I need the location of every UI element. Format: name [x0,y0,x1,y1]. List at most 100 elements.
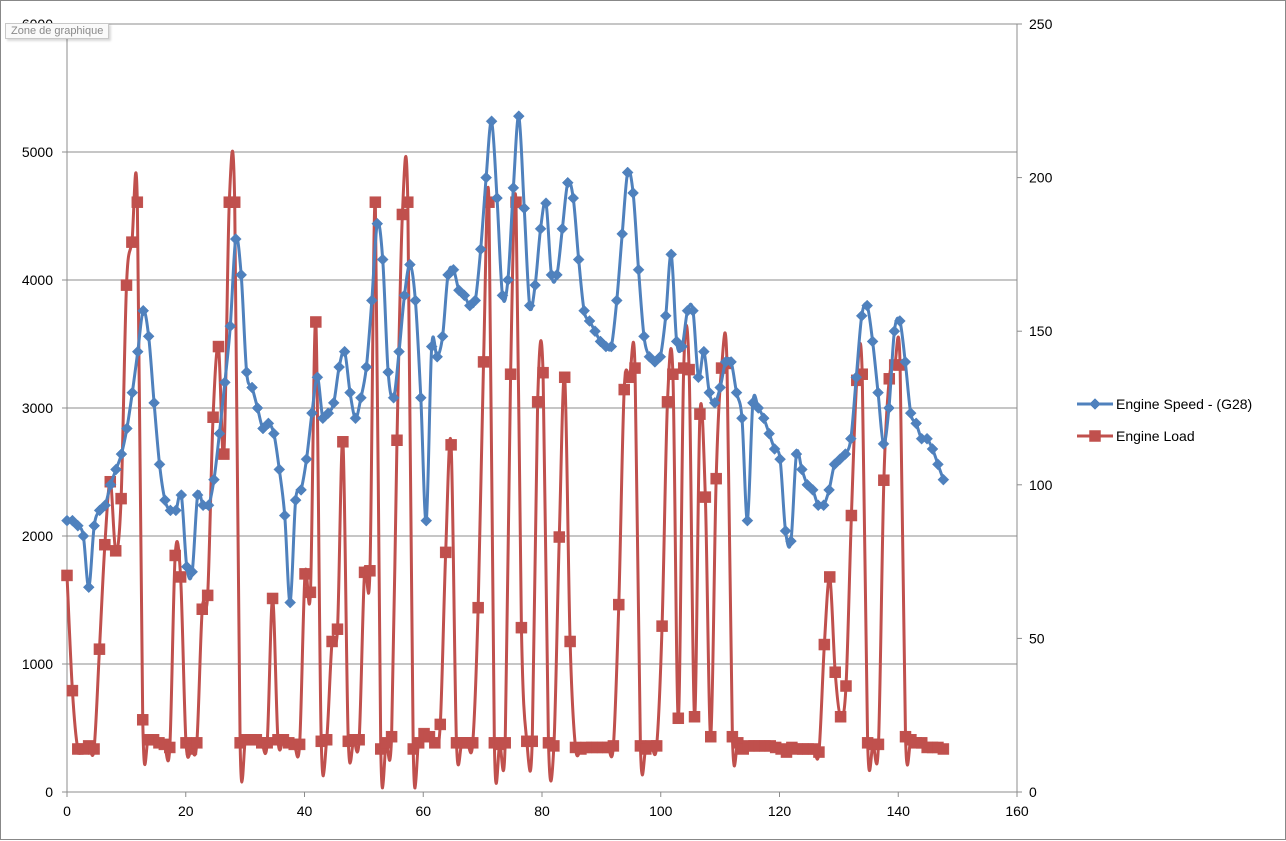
data-point [687,304,699,317]
y-left-tick-label: 4000 [22,272,53,288]
data-point [485,115,498,128]
data-point [710,472,722,485]
x-tick-label: 0 [63,803,71,819]
data-point [610,294,623,307]
data-point [558,371,571,384]
data-point [385,730,398,743]
data-point [360,361,373,373]
legend-item: Engine Speed - (G28) [1077,396,1252,412]
data-point [618,383,630,396]
data-point [311,371,324,384]
data-point [654,350,667,363]
data-point [845,509,858,522]
data-point [861,299,874,312]
data-point [553,531,566,543]
data-point [434,718,447,731]
data-point [502,274,514,286]
data-point [104,478,117,491]
data-point [683,363,695,376]
y-right-tick-label: 0 [1029,784,1037,800]
data-point [261,737,273,749]
data-point [556,222,569,235]
data-point [382,366,395,379]
data-point [369,196,382,208]
data-point [578,304,590,317]
data-point [229,233,242,245]
data-point [688,710,701,723]
data-point [218,448,230,460]
data-point [705,730,717,743]
data-point [371,217,384,230]
data-point [824,571,836,583]
data-point [844,432,857,445]
data-point [131,196,144,208]
data-point [212,340,225,353]
data-point [235,269,248,281]
data-point [136,714,149,726]
data-point [326,635,338,648]
data-point [607,740,620,752]
data-point [529,279,541,291]
data-point [402,196,414,208]
data-point [278,509,291,522]
data-point [850,371,863,384]
data-point [191,737,203,749]
data-point [708,397,721,409]
data-point [694,408,706,420]
series-line [66,114,945,605]
data-point [208,473,220,486]
data-point [921,432,933,445]
data-point [795,463,808,476]
data-point [768,443,781,455]
data-point [526,735,538,748]
data-point [267,427,280,440]
legend-item: Engine Load [1077,428,1195,444]
data-point [175,489,188,501]
data-point [834,710,847,723]
data-point [534,222,547,235]
data-point [872,386,884,399]
data-point [661,396,674,408]
data-point [730,386,743,399]
x-tick-label: 120 [768,803,792,819]
data-point [447,263,460,276]
data-point [515,621,528,634]
data-point [240,366,253,379]
legend-label: Engine Speed - (G28) [1116,396,1252,412]
x-tick-label: 160 [1005,803,1029,819]
data-point [613,598,625,611]
data-point [548,740,560,752]
data-point [77,530,90,542]
data-point [605,340,618,353]
data-point [656,620,668,632]
data-point [306,407,318,419]
data-point [512,110,525,123]
data-point [932,458,944,471]
data-point [518,202,531,215]
data-point [672,712,685,725]
legend-swatch-marker [1089,398,1101,410]
legend: Engine Speed - (G28) Engine Load [1077,396,1252,444]
data-point [300,453,313,466]
data-point [349,412,362,425]
data-point [877,437,890,450]
data-point [496,289,509,302]
data-point [425,340,438,353]
y-right-tick-label: 100 [1029,477,1053,493]
data-point [829,666,841,678]
data-point [564,635,576,648]
x-tick-label: 40 [297,803,313,819]
data-point [72,519,84,532]
data-point [404,258,416,271]
data-point [304,586,317,599]
series-engine-load [61,149,950,790]
data-point [523,299,536,312]
data-point [213,427,226,440]
data-point [665,248,678,261]
data-point [159,494,171,507]
data-point [284,596,297,609]
data-point [115,448,128,460]
data-point [659,309,672,322]
